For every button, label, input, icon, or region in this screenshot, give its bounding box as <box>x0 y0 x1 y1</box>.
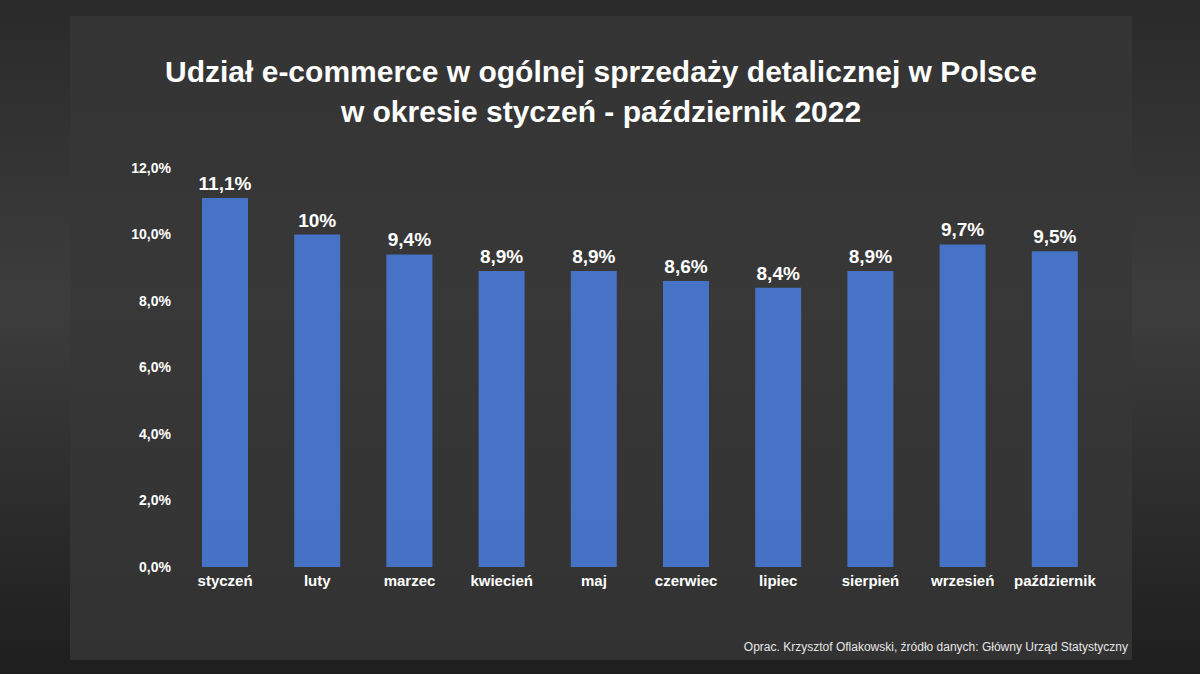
svg-text:9,4%: 9,4% <box>388 229 431 250</box>
svg-text:4,0%: 4,0% <box>139 426 171 442</box>
svg-text:sierpień: sierpień <box>842 572 900 589</box>
svg-text:luty: luty <box>304 572 331 589</box>
svg-text:8,9%: 8,9% <box>849 246 892 267</box>
svg-text:8,9%: 8,9% <box>572 246 615 267</box>
svg-text:październik: październik <box>1014 572 1096 589</box>
svg-text:styczeń: styczeń <box>198 572 253 589</box>
svg-text:8,4%: 8,4% <box>757 263 800 284</box>
svg-text:8,6%: 8,6% <box>664 256 707 277</box>
svg-text:kwiecień: kwiecień <box>470 572 533 589</box>
html-text:Udział e-commerce w ogólnej sp: Udział e-commerce w ogólnej sprzedaży de… <box>165 55 1037 128</box>
svg-text:2,0%: 2,0% <box>139 492 171 508</box>
svg-text:9,5%: 9,5% <box>1033 226 1076 247</box>
svg-text:czerwiec: czerwiec <box>655 572 718 589</box>
svg-text:marzec: marzec <box>384 572 436 589</box>
svg-text:lipiec: lipiec <box>759 572 797 589</box>
svg-text:wrzesień: wrzesień <box>930 572 994 589</box>
svg-text:6,0%: 6,0% <box>139 359 171 375</box>
svg-text:8,0%: 8,0% <box>139 293 171 309</box>
svg-text:maj: maj <box>581 572 607 589</box>
svg-text:0,0%: 0,0% <box>139 559 171 575</box>
svg-text:8,9%: 8,9% <box>480 246 523 267</box>
svg-text:11,1%: 11,1% <box>199 173 252 194</box>
svg-text:10,0%: 10,0% <box>131 226 171 242</box>
svg-text:9,7%: 9,7% <box>941 219 984 240</box>
svg-text:12,0%: 12,0% <box>131 160 171 176</box>
html-text:Oprac. Krzysztof Oflakowski, ź: Oprac. Krzysztof Oflakowski, źródło dany… <box>743 640 1128 654</box>
svg-text:10%: 10% <box>298 210 336 231</box>
